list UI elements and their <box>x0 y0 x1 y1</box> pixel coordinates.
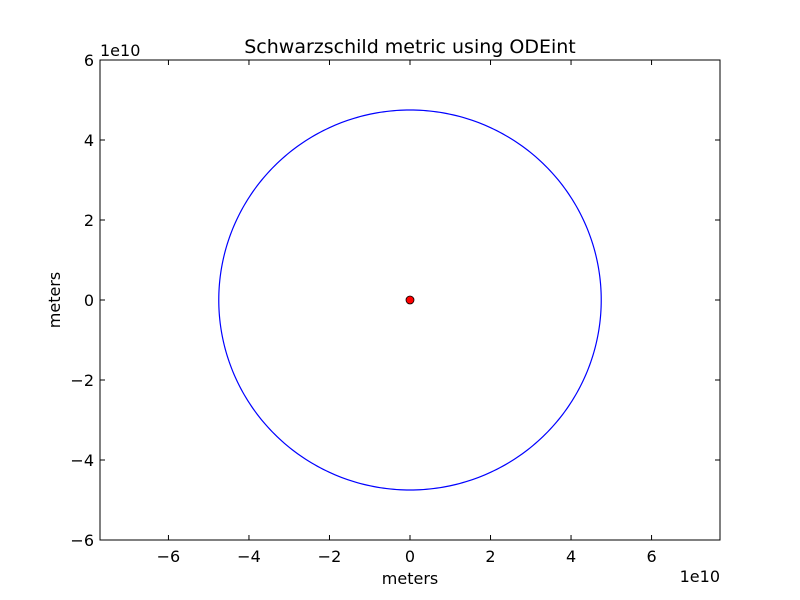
x-tick-label: 0 <box>405 547 415 566</box>
orbit-line <box>218 109 602 491</box>
y-tick-label: 4 <box>84 131 94 150</box>
chart-title: Schwarzschild metric using ODEint <box>244 36 576 58</box>
y-tick-label: 6 <box>84 51 94 70</box>
y-offset-text: 1e10 <box>100 41 140 60</box>
central-mass-point <box>405 295 415 305</box>
y-axis-label: meters <box>45 272 64 328</box>
x-tick-label: 2 <box>485 547 495 566</box>
y-tick-label: −6 <box>70 531 94 550</box>
x-tick-label: −6 <box>157 547 181 566</box>
x-axis-label: meters <box>382 569 438 588</box>
x-offset-text: 1e10 <box>680 567 720 586</box>
x-tick-label: −2 <box>318 547 342 566</box>
y-tick-label: −2 <box>70 371 94 390</box>
x-tick-label: 6 <box>646 547 656 566</box>
y-tick-label: 0 <box>84 291 94 310</box>
y-axis-ticks: −6 −4 −2 0 2 4 6 <box>70 51 720 550</box>
x-axis-ticks: −6 −4 −2 0 2 4 6 <box>157 60 657 566</box>
y-tick-label: 2 <box>84 211 94 230</box>
x-tick-label: 4 <box>566 547 576 566</box>
series-layer <box>218 109 602 491</box>
y-tick-label: −4 <box>70 451 94 470</box>
x-tick-label: −4 <box>237 547 261 566</box>
